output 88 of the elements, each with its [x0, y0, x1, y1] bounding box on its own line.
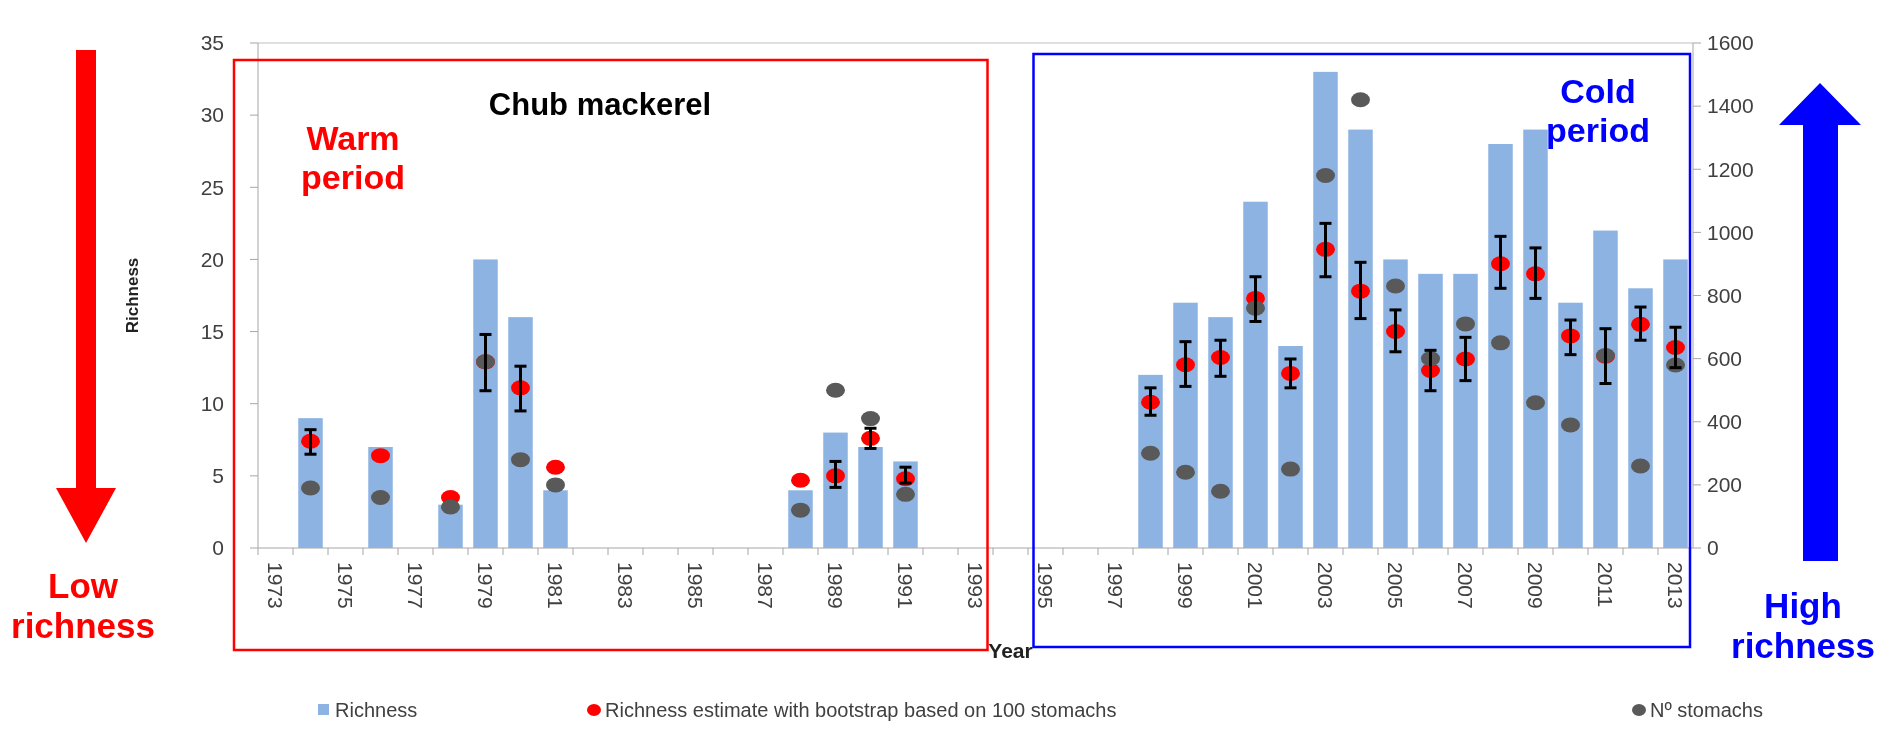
- bar: [473, 259, 498, 548]
- point: [1491, 335, 1510, 351]
- bar: [1348, 129, 1373, 548]
- point: [371, 448, 390, 464]
- legend-label: Richness estimate with bootstrap based on 100 stomachs: [605, 699, 1117, 721]
- y2-tick-label: 600: [1707, 346, 1743, 370]
- bar: [858, 447, 883, 548]
- bar: [1453, 273, 1478, 548]
- point: [1316, 168, 1335, 184]
- text: High richness: [1731, 586, 1875, 666]
- point: [301, 480, 320, 496]
- bar: [1558, 302, 1583, 548]
- point: [511, 452, 530, 468]
- point: [546, 477, 565, 493]
- y-tick-label: 30: [200, 103, 224, 127]
- y2-tick-label: 0: [1707, 536, 1719, 560]
- x-tick-label: 1983: [614, 562, 638, 609]
- bar: [1628, 288, 1653, 548]
- point: [1211, 483, 1230, 499]
- y2-tick-label: 1600: [1707, 31, 1754, 55]
- x-tick-label: 2007: [1454, 562, 1478, 609]
- point: [1456, 316, 1475, 332]
- point: [1141, 445, 1160, 461]
- text: Chub mackerel: [488, 87, 712, 122]
- point: [1176, 464, 1195, 480]
- y2-tick-label: 200: [1707, 473, 1743, 497]
- point: [1281, 461, 1300, 477]
- bar: [1593, 230, 1618, 548]
- bar: [1418, 273, 1443, 548]
- x-tick-label: 1975: [334, 562, 358, 609]
- x-tick-label: 2009: [1524, 562, 1548, 609]
- point: [791, 472, 810, 488]
- bar: [543, 490, 568, 548]
- x-tick-label: 1999: [1174, 562, 1198, 609]
- y2-tick-label: 1200: [1707, 157, 1754, 181]
- y-tick-label: 25: [200, 175, 224, 199]
- bar: [508, 317, 533, 548]
- text: Low richness: [11, 566, 155, 646]
- x-tick-label: 2011: [1594, 562, 1618, 608]
- point: [546, 459, 565, 475]
- point: [1631, 458, 1650, 474]
- y-tick-label: 0: [212, 536, 224, 560]
- x-tick-label: 1987: [754, 562, 778, 609]
- x-tick-label: 1979: [474, 562, 498, 609]
- bar: [1243, 201, 1268, 548]
- x-tick-label: 1993: [964, 562, 988, 609]
- point: [1526, 395, 1545, 411]
- annotation: Cold period: [1546, 72, 1650, 150]
- x-axis-title: Year: [988, 639, 1033, 662]
- x-tick-label: 2013: [1664, 562, 1688, 609]
- y-tick-label: 20: [200, 247, 224, 271]
- legend-label: Richness: [335, 699, 418, 721]
- x-tick-label: 1985: [684, 562, 708, 609]
- point: [1351, 92, 1370, 108]
- annotation: Warm period: [301, 119, 405, 197]
- point: [1561, 417, 1580, 433]
- x-tick-label: 2001: [1244, 562, 1268, 609]
- y2-tick-label: 800: [1707, 283, 1743, 307]
- y2-tick-label: 1000: [1707, 220, 1754, 244]
- x-tick-label: 1995: [1034, 562, 1058, 609]
- y-tick-label: 5: [212, 464, 224, 488]
- x-tick-label: 2003: [1314, 562, 1338, 609]
- point: [896, 486, 915, 502]
- bar: [1208, 317, 1233, 548]
- y-axis-title: Richness: [123, 257, 142, 334]
- legend-label: Nº stomachs: [1650, 699, 1763, 721]
- y-tick-label: 10: [200, 392, 224, 416]
- point: [861, 411, 880, 427]
- point: [441, 499, 460, 515]
- x-tick-label: 2005: [1384, 562, 1408, 609]
- bar: [1383, 259, 1408, 548]
- bar: [1313, 71, 1338, 548]
- y2-tick-label: 1400: [1707, 94, 1754, 118]
- x-tick-label: 1973: [264, 562, 288, 609]
- x-tick-label: 1981: [544, 562, 568, 609]
- bar: [1523, 129, 1548, 548]
- y2-tick-label: 400: [1707, 410, 1743, 434]
- y-tick-label: 35: [200, 31, 224, 55]
- x-tick-label: 1977: [404, 562, 428, 609]
- point: [826, 382, 845, 398]
- y-tick-label: 15: [200, 319, 224, 343]
- x-tick-label: 1989: [824, 562, 848, 609]
- point: [371, 490, 390, 505]
- x-tick-label: 1991: [894, 562, 918, 609]
- point: [1386, 278, 1405, 294]
- x-tick-label: 1997: [1104, 562, 1128, 609]
- bar: [1663, 259, 1688, 548]
- bar: [1488, 144, 1513, 548]
